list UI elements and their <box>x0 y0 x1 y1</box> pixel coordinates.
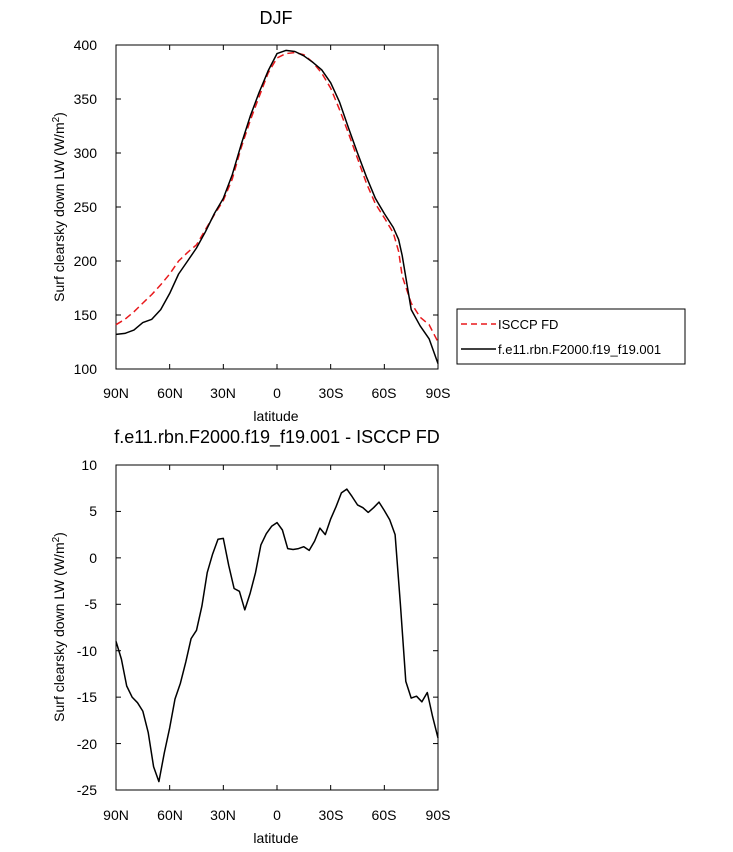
chart-top-title: DJF <box>260 8 293 28</box>
chart-top-x-ticks <box>115 45 439 369</box>
chart-bottom-x-tick-label: 60N <box>157 807 183 823</box>
chart-top-x-tick-label: 90S <box>426 385 451 401</box>
chart-bottom-y-tick-label: -15 <box>77 689 97 705</box>
chart-bottom-y-tick-labels: -25 -20 -15 -10 -5 0 5 10 <box>77 457 97 798</box>
chart-bottom-series-model-line <box>115 488 439 783</box>
chart-bottom: f.e11.rbn.F2000.f19_f19.001 - ISCCP FD 9… <box>51 427 450 846</box>
legend-label-model: f.e11.rbn.F2000.f19_f19.001 <box>498 342 661 357</box>
chart-bottom-y-axis-label: Surf clearsky down LW (W/m2) <box>51 532 67 722</box>
chart-top-y-tick-label: 250 <box>74 199 98 215</box>
chart-bottom-x-tick-label: 30N <box>210 807 236 823</box>
legend-label-isccp: ISCCP FD <box>498 317 558 332</box>
chart-bottom-frame <box>115 464 439 791</box>
chart-bottom-title: f.e11.rbn.F2000.f19_f19.001 - ISCCP FD <box>114 427 440 448</box>
chart-top-y-tick-label: 150 <box>74 307 98 323</box>
chart-bottom-x-tick-labels: 90N 60N 30N 0 30S 60S 90S <box>103 807 450 823</box>
chart-top-series-isccp-fd-line <box>115 51 439 343</box>
chart-top-y-tick-label: 350 <box>74 91 98 107</box>
chart-top-y-tick-label: 100 <box>74 361 98 377</box>
chart-bottom-y-tick-label: -20 <box>77 736 97 752</box>
chart-bottom-y-tick-label: 10 <box>81 457 97 473</box>
chart-top-x-axis-label: latitude <box>253 408 298 424</box>
chart-top-series <box>115 49 439 364</box>
chart-bottom-x-tick-label: 0 <box>273 807 281 823</box>
chart-top-frame <box>115 44 439 370</box>
chart-top-x-tick-label: 60S <box>372 385 397 401</box>
chart-top-x-tick-label: 60N <box>157 385 183 401</box>
chart-top-series-model-line <box>115 49 439 364</box>
chart-top-y-tick-label: 200 <box>74 253 98 269</box>
chart-bottom-y-tick-label: -5 <box>85 596 98 612</box>
chart-top-x-tick-label: 90N <box>103 385 129 401</box>
chart-top-y-ticks <box>116 44 438 370</box>
legend-box <box>456 308 686 365</box>
chart-top: DJF 90N 60N 30N 0 30S 60S 90S 100 150 20… <box>51 8 686 424</box>
chart-top-y-tick-label: 400 <box>74 37 98 53</box>
chart-top-x-tick-labels: 90N 60N 30N 0 30S 60S 90S <box>103 385 450 401</box>
chart-top-x-tick-label: 30S <box>319 385 344 401</box>
chart-top-y-tick-label: 300 <box>74 145 98 161</box>
legend: ISCCP FD f.e11.rbn.F2000.f19_f19.001 <box>456 308 686 365</box>
chart-bottom-x-tick-label: 30S <box>319 807 344 823</box>
chart-top-x-tick-label: 30N <box>210 385 236 401</box>
chart-bottom-x-tick-label: 60S <box>372 807 397 823</box>
chart-bottom-y-tick-label: -25 <box>77 782 97 798</box>
chart-bottom-y-tick-label: 5 <box>89 503 97 519</box>
chart-bottom-series <box>115 488 439 783</box>
chart-bottom-y-tick-label: 0 <box>89 550 97 566</box>
chart-top-x-tick-label: 0 <box>273 385 281 401</box>
chart-bottom-x-tick-label: 90N <box>103 807 129 823</box>
chart-bottom-y-tick-label: -10 <box>77 643 97 659</box>
chart-top-y-axis-label: Surf clearsky down LW (W/m2) <box>51 112 67 302</box>
chart-bottom-x-tick-label: 90S <box>426 807 451 823</box>
chart-bottom-x-axis-label: latitude <box>253 830 298 846</box>
chart-top-y-tick-labels: 100 150 200 250 300 350 400 <box>74 37 98 377</box>
chart-bottom-x-ticks <box>115 465 439 790</box>
chart-bottom-y-ticks <box>116 464 438 791</box>
